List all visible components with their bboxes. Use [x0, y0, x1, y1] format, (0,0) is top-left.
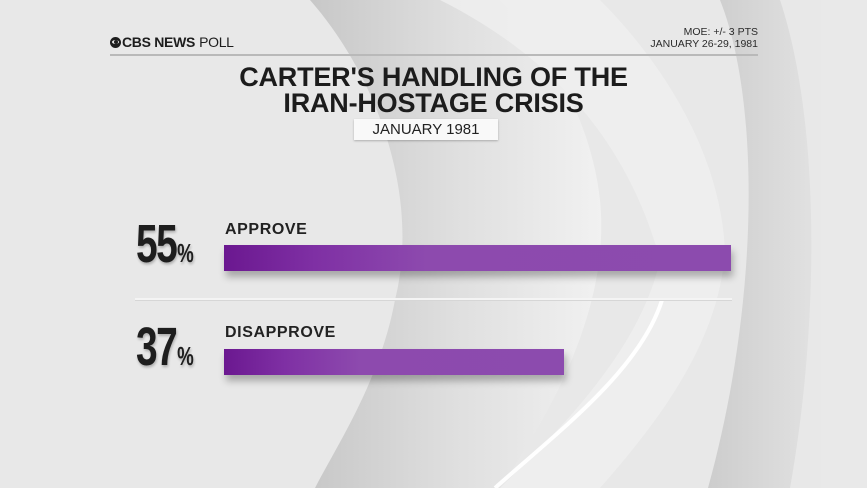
- cbs-news-poll-logo: CBS NEWS POLL: [110, 34, 234, 50]
- logo-suffix: POLL: [199, 34, 234, 50]
- disapprove-percent-sign: %: [177, 341, 194, 371]
- chart-subtitle-box: JANUARY 1981: [354, 119, 498, 140]
- approve-label: APPROVE: [225, 221, 308, 238]
- disapprove-percentage: 37%: [136, 316, 194, 378]
- approve-percentage: 55%: [136, 213, 194, 275]
- field-dates: JANUARY 26-29, 1981: [650, 38, 758, 50]
- cbs-eye-icon: [110, 36, 121, 48]
- poll-meta: MOE: +/- 3 PTS JANUARY 26-29, 1981: [650, 26, 758, 50]
- chart-subtitle: JANUARY 1981: [372, 121, 480, 138]
- row-divider: [135, 298, 732, 301]
- chart-title: CARTER'S HANDLING OF THE IRAN-HOSTAGE CR…: [0, 62, 867, 118]
- title-line-2: IRAN-HOSTAGE CRISIS: [283, 88, 584, 118]
- approve-percent-sign: %: [177, 238, 194, 268]
- approve-bar: [224, 245, 731, 271]
- disapprove-value: 37: [136, 317, 178, 377]
- margin-of-error: MOE: +/- 3 PTS: [683, 26, 758, 38]
- logo-brand: CBS NEWS: [122, 34, 196, 50]
- title-line-1: CARTER'S HANDLING OF THE: [239, 62, 628, 92]
- header-divider: [110, 54, 758, 56]
- approve-value: 55: [136, 214, 178, 274]
- disapprove-label: DISAPPROVE: [225, 324, 336, 341]
- disapprove-bar: [224, 349, 564, 375]
